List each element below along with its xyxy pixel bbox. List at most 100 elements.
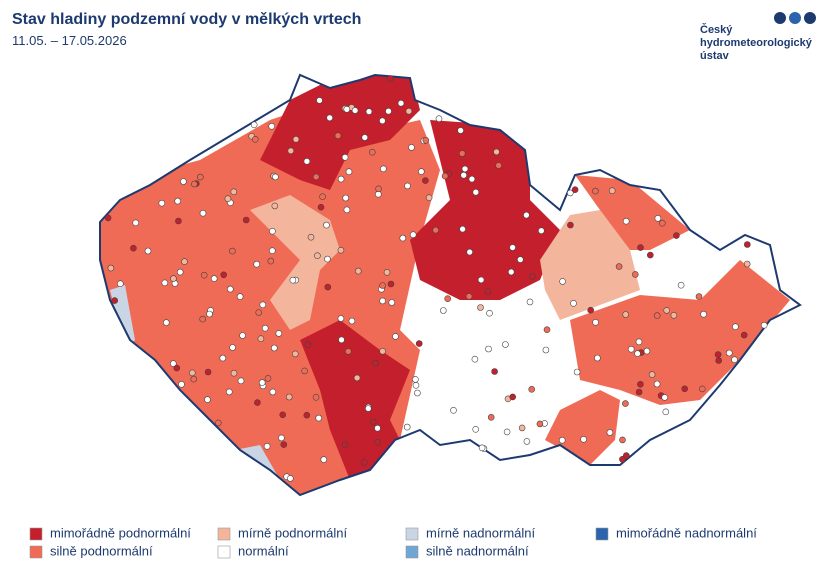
legend-label: silně podnormální <box>50 543 153 558</box>
station <box>239 332 246 339</box>
station <box>627 345 635 353</box>
station <box>215 419 222 427</box>
station <box>271 202 279 210</box>
station <box>337 315 345 322</box>
station <box>255 309 263 316</box>
station <box>441 172 449 180</box>
station <box>444 295 452 303</box>
station <box>570 299 577 307</box>
station <box>342 194 350 202</box>
legend-swatch <box>29 527 43 541</box>
station <box>317 203 325 211</box>
station <box>580 435 587 443</box>
station <box>518 424 526 432</box>
station <box>253 260 261 268</box>
station <box>197 173 204 181</box>
station <box>397 99 405 107</box>
station <box>412 381 420 389</box>
legend-label: mimořádně podnormální <box>50 525 191 540</box>
legend-swatch <box>217 545 231 559</box>
station <box>361 459 368 466</box>
station <box>269 388 277 396</box>
station <box>280 441 288 448</box>
station <box>291 350 299 358</box>
station <box>130 244 137 252</box>
station <box>458 150 466 157</box>
station <box>606 429 614 436</box>
station <box>354 267 362 275</box>
station <box>320 456 328 463</box>
station <box>714 351 722 358</box>
station <box>343 106 351 113</box>
station <box>509 244 516 251</box>
station <box>509 393 517 401</box>
station <box>303 411 311 419</box>
station <box>365 108 373 115</box>
station <box>104 214 112 222</box>
station <box>700 310 707 318</box>
region <box>300 320 410 480</box>
station <box>176 268 184 276</box>
station <box>608 187 616 194</box>
station <box>343 206 351 214</box>
station <box>566 189 574 197</box>
station <box>199 315 206 323</box>
station <box>199 209 207 217</box>
station <box>537 227 545 234</box>
subtitle: 11.05. – 17.05.2026 <box>12 33 127 48</box>
station <box>237 377 245 385</box>
station <box>379 117 386 125</box>
station <box>254 399 261 406</box>
station <box>230 188 238 196</box>
station <box>731 356 738 364</box>
station <box>653 380 661 388</box>
station <box>269 227 276 235</box>
logo-text: hydrometeorologický <box>700 37 813 49</box>
station <box>743 241 751 248</box>
station <box>417 168 425 175</box>
station <box>224 195 232 202</box>
station <box>622 217 630 225</box>
station <box>528 273 536 280</box>
station <box>471 355 479 363</box>
station <box>319 193 326 200</box>
station <box>189 369 196 377</box>
station <box>337 246 345 254</box>
station <box>495 162 502 169</box>
station <box>477 304 484 311</box>
station <box>144 247 152 255</box>
station <box>622 311 630 318</box>
station <box>558 436 566 444</box>
station <box>484 288 492 295</box>
station <box>634 350 641 357</box>
station <box>374 190 382 198</box>
station <box>111 297 118 304</box>
station <box>543 326 551 334</box>
station <box>173 364 181 372</box>
station <box>379 347 386 355</box>
station <box>677 281 685 289</box>
station <box>653 312 661 319</box>
logo-dot <box>804 12 816 24</box>
station <box>592 318 599 326</box>
station <box>491 368 498 375</box>
station <box>353 374 361 382</box>
legend-label: mírně nadnormální <box>426 525 535 540</box>
station <box>414 389 421 397</box>
station <box>635 338 643 346</box>
station <box>715 357 723 364</box>
station <box>292 136 300 143</box>
station <box>117 280 124 288</box>
station <box>210 275 218 282</box>
station <box>261 324 269 332</box>
station <box>219 354 227 362</box>
station <box>312 173 320 181</box>
legend-swatch <box>29 545 43 559</box>
station <box>324 283 332 291</box>
station <box>542 346 550 354</box>
station <box>206 310 213 318</box>
station <box>409 231 417 238</box>
station <box>369 418 377 426</box>
region <box>260 75 420 190</box>
